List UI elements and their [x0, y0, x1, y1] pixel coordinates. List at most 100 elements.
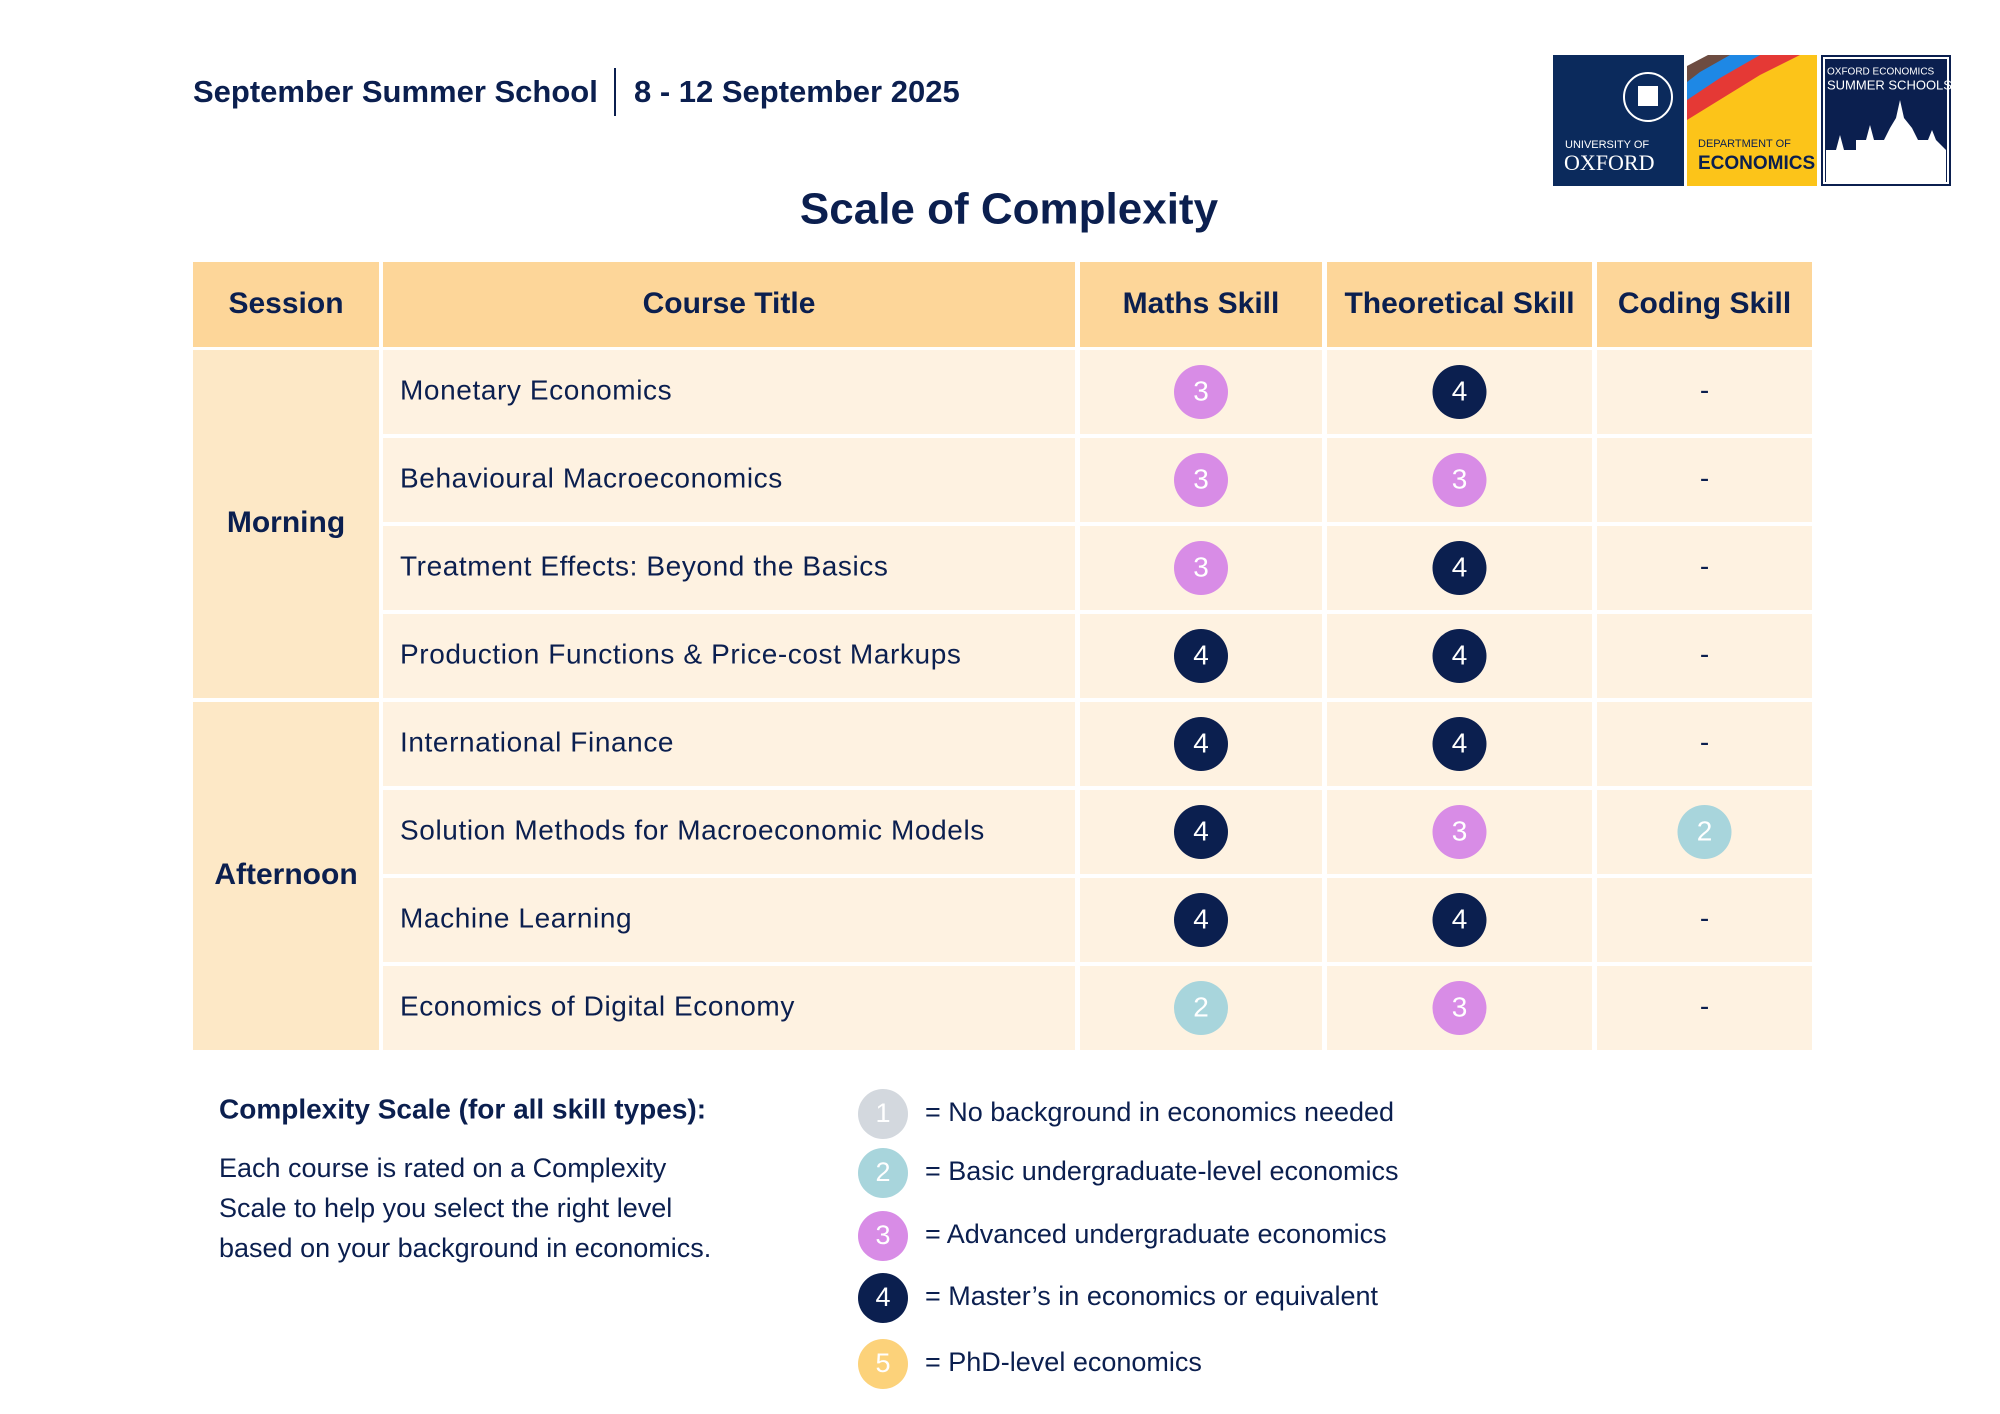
rating: 3	[1193, 463, 1209, 494]
school-top: OXFORD ECONOMICS	[1827, 67, 1935, 78]
body-cell	[383, 966, 1075, 1050]
course-title: Treatment Effects: Beyond the Basics	[400, 550, 889, 581]
header-cell	[1327, 262, 1592, 347]
rating: -	[1700, 726, 1709, 757]
rating-badge	[1432, 629, 1487, 683]
crest-shield	[1638, 86, 1658, 106]
legend-badge	[858, 1089, 908, 1139]
legend-level: 3	[875, 1220, 890, 1250]
rating: 3	[1452, 991, 1468, 1022]
course-title: Machine Learning	[400, 902, 632, 933]
stripe	[1687, 55, 1730, 82]
rating: 4	[1193, 639, 1209, 670]
rating-badge	[1677, 805, 1732, 859]
body-cell	[383, 614, 1075, 698]
rating: -	[1700, 902, 1709, 933]
rating-badge	[1432, 453, 1487, 507]
rating-badge	[1174, 541, 1228, 595]
header-label: Maths Skill	[1123, 287, 1280, 320]
rating: -	[1700, 374, 1709, 405]
legend-badge	[858, 1339, 908, 1389]
dept-name: ECONOMICS	[1698, 153, 1815, 174]
rating: 4	[1452, 551, 1468, 582]
legend-badge	[858, 1211, 908, 1261]
legend-level: 2	[875, 1157, 890, 1187]
rating-badge	[1174, 981, 1228, 1035]
course-title: Economics of Digital Economy	[400, 990, 795, 1021]
rating-badge	[1432, 365, 1487, 419]
body-cell	[383, 438, 1075, 522]
legend-level: 1	[875, 1098, 890, 1128]
body-cell	[1597, 702, 1812, 786]
header-cell	[1080, 262, 1322, 347]
header-cell	[383, 262, 1075, 347]
legend-level: 4	[875, 1282, 890, 1312]
course-title: Behavioural Macroeconomics	[400, 462, 783, 493]
logos: UNIVERSITY OF OXFORD DEPARTMENT OF ECONO…	[1553, 55, 1952, 186]
rating-badge	[1174, 365, 1228, 419]
header-label: Session	[228, 287, 343, 320]
course-title: Production Functions & Price-cost Markup…	[400, 638, 961, 669]
rating: 3	[1452, 815, 1468, 846]
oxford-name: OXFORD	[1564, 150, 1654, 175]
session-name: Morning	[227, 506, 345, 539]
legend-heading: Complexity Scale (for all skill types):	[219, 1093, 706, 1124]
legend-description: Scale to help you select the right level	[219, 1193, 672, 1223]
header-cell	[193, 262, 379, 347]
crest	[1623, 72, 1673, 122]
course-title: International Finance	[400, 726, 674, 757]
course-title: Monetary Economics	[400, 374, 672, 405]
rating: 2	[1193, 991, 1209, 1022]
body-cell	[1597, 350, 1812, 434]
body-cell	[383, 790, 1075, 874]
rating-badge	[1174, 893, 1228, 947]
rating-badge	[1432, 893, 1487, 947]
legend-description: Each course is rated on a Complexity	[219, 1153, 667, 1183]
rating: 4	[1452, 639, 1468, 670]
legend-text: = PhD-level economics	[925, 1347, 1202, 1377]
rating: 4	[1452, 727, 1468, 758]
rating: 4	[1193, 903, 1209, 934]
legend-badge	[858, 1273, 908, 1323]
course-title: Solution Methods for Macroeconomic Model…	[400, 814, 985, 845]
body-cell	[1597, 878, 1812, 962]
rating: 3	[1193, 375, 1209, 406]
body-cell	[383, 702, 1075, 786]
title: Scale of Complexity	[800, 185, 1219, 234]
body-cell	[383, 878, 1075, 962]
body-cell	[1597, 966, 1812, 1050]
legend-badge	[858, 1148, 908, 1198]
legend-description: based on your background in economics.	[219, 1233, 711, 1263]
rating-badge	[1432, 981, 1487, 1035]
header-label: Coding Skill	[1618, 287, 1791, 320]
stripe	[1687, 55, 1708, 66]
dates: 8 - 12 September 2025	[634, 74, 960, 109]
rating-badge	[1174, 629, 1228, 683]
legend-level: 5	[875, 1348, 890, 1378]
rating: 4	[1452, 375, 1468, 406]
session-name: Afternoon	[214, 858, 357, 891]
rating: -	[1700, 638, 1709, 669]
rating-badge	[1432, 805, 1487, 859]
body-cell	[1597, 438, 1812, 522]
header-label: Course Title	[643, 287, 816, 320]
body-cell	[383, 350, 1075, 434]
rating-badge	[1432, 717, 1487, 771]
session-cell	[193, 350, 379, 698]
body-cell	[1597, 526, 1812, 610]
legend-text: = Master’s in economics or equivalent	[925, 1281, 1378, 1311]
rating: -	[1700, 550, 1709, 581]
rating-badge	[1174, 453, 1228, 507]
rating: 4	[1193, 815, 1209, 846]
oxford-top: UNIVERSITY OF	[1565, 139, 1649, 151]
rating-badge	[1432, 541, 1487, 595]
rating-badge	[1174, 717, 1228, 771]
legend-text: = Advanced undergraduate economics	[925, 1219, 1387, 1249]
rating: -	[1700, 990, 1709, 1021]
rating-badge	[1174, 805, 1228, 859]
skyline	[1826, 100, 1946, 183]
header-label: Theoretical Skill	[1344, 287, 1574, 320]
legend-text: = No background in economics needed	[925, 1097, 1394, 1127]
body-cell	[383, 526, 1075, 610]
